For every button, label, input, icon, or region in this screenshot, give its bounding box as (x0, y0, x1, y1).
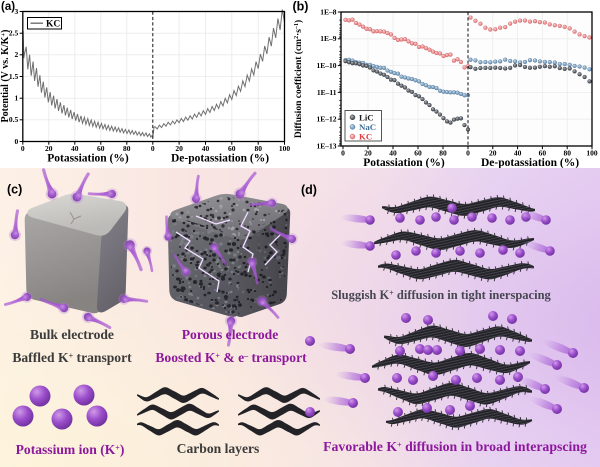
svg-text:0.5: 0.5 (9, 115, 19, 124)
svg-text:2: 2 (15, 50, 19, 59)
svg-text:(a): (a) (1, 1, 15, 13)
svg-text:0: 0 (466, 148, 470, 157)
svg-text:3: 3 (15, 7, 19, 16)
svg-text:Baffled K+ transport: Baffled K+ transport (12, 350, 132, 365)
svg-text:40: 40 (514, 148, 522, 157)
svg-text:Porous electrode: Porous electrode (182, 327, 279, 342)
svg-text:Bulk electrode: Bulk electrode (30, 327, 114, 342)
svg-text:Potassiation (%): Potassiation (%) (363, 157, 445, 169)
svg-text:1E–8: 1E–8 (320, 7, 337, 16)
svg-text:80: 80 (123, 144, 131, 153)
svg-text:40: 40 (389, 148, 397, 157)
svg-text:NaC: NaC (359, 122, 376, 132)
svg-text:2.5: 2.5 (9, 29, 19, 38)
svg-text:20: 20 (175, 144, 183, 153)
svg-text:Carbon layers: Carbon layers (177, 441, 260, 456)
svg-text:0: 0 (341, 148, 345, 157)
svg-text:Diffusion coefficient (cm2·s–1: Diffusion coefficient (cm2·s–1) (293, 20, 304, 138)
svg-text:(c): (c) (7, 183, 22, 197)
svg-text:Potential (V vs. K/K+): Potential (V vs. K/K+) (0, 30, 11, 123)
svg-text:80: 80 (439, 148, 447, 157)
svg-text:20: 20 (364, 148, 372, 157)
svg-text:KC: KC (46, 20, 60, 30)
svg-text:20: 20 (45, 144, 53, 153)
svg-text:1E–12: 1E–12 (316, 115, 336, 124)
svg-text:100: 100 (586, 148, 598, 157)
svg-text:1E–10: 1E–10 (316, 61, 336, 70)
svg-text:0: 0 (15, 137, 19, 146)
svg-text:1.5: 1.5 (9, 72, 19, 81)
svg-text:De-potassiation (%): De-potassiation (%) (171, 153, 269, 165)
svg-text:80: 80 (254, 144, 262, 153)
svg-text:80: 80 (563, 148, 571, 157)
svg-text:KC: KC (359, 132, 372, 142)
svg-text:1E–13: 1E–13 (316, 141, 336, 150)
svg-text:1: 1 (15, 94, 19, 103)
svg-text:(b): (b) (293, 0, 309, 14)
svg-text:60: 60 (414, 148, 422, 157)
svg-text:De-potassiation (%): De-potassiation (%) (481, 157, 579, 169)
svg-text:60: 60 (97, 144, 105, 153)
svg-text:100: 100 (279, 144, 291, 153)
svg-text:20: 20 (489, 148, 497, 157)
svg-text:Sluggish K+ diffusion in tight: Sluggish K+ diffusion in tight inerspaci… (331, 288, 551, 302)
svg-text:(d): (d) (301, 183, 317, 197)
svg-text:Potassium ion (K+): Potassium ion (K+) (16, 442, 125, 458)
svg-text:LiC: LiC (359, 112, 374, 122)
svg-text:60: 60 (228, 144, 236, 153)
svg-text:Boosted K+ & e– transport: Boosted K+ & e– transport (155, 350, 307, 365)
svg-text:40: 40 (202, 144, 210, 153)
svg-text:60: 60 (539, 148, 547, 157)
svg-text:0: 0 (151, 144, 155, 153)
svg-text:Potassiation (%): Potassiation (%) (47, 153, 129, 165)
svg-text:0: 0 (21, 144, 25, 153)
svg-text:Favorable K+ diffusion in broa: Favorable K+ diffusion in broad interaps… (323, 439, 587, 454)
svg-text:1E–9: 1E–9 (320, 34, 337, 43)
svg-text:40: 40 (71, 144, 79, 153)
svg-text:1E–11: 1E–11 (317, 88, 337, 97)
